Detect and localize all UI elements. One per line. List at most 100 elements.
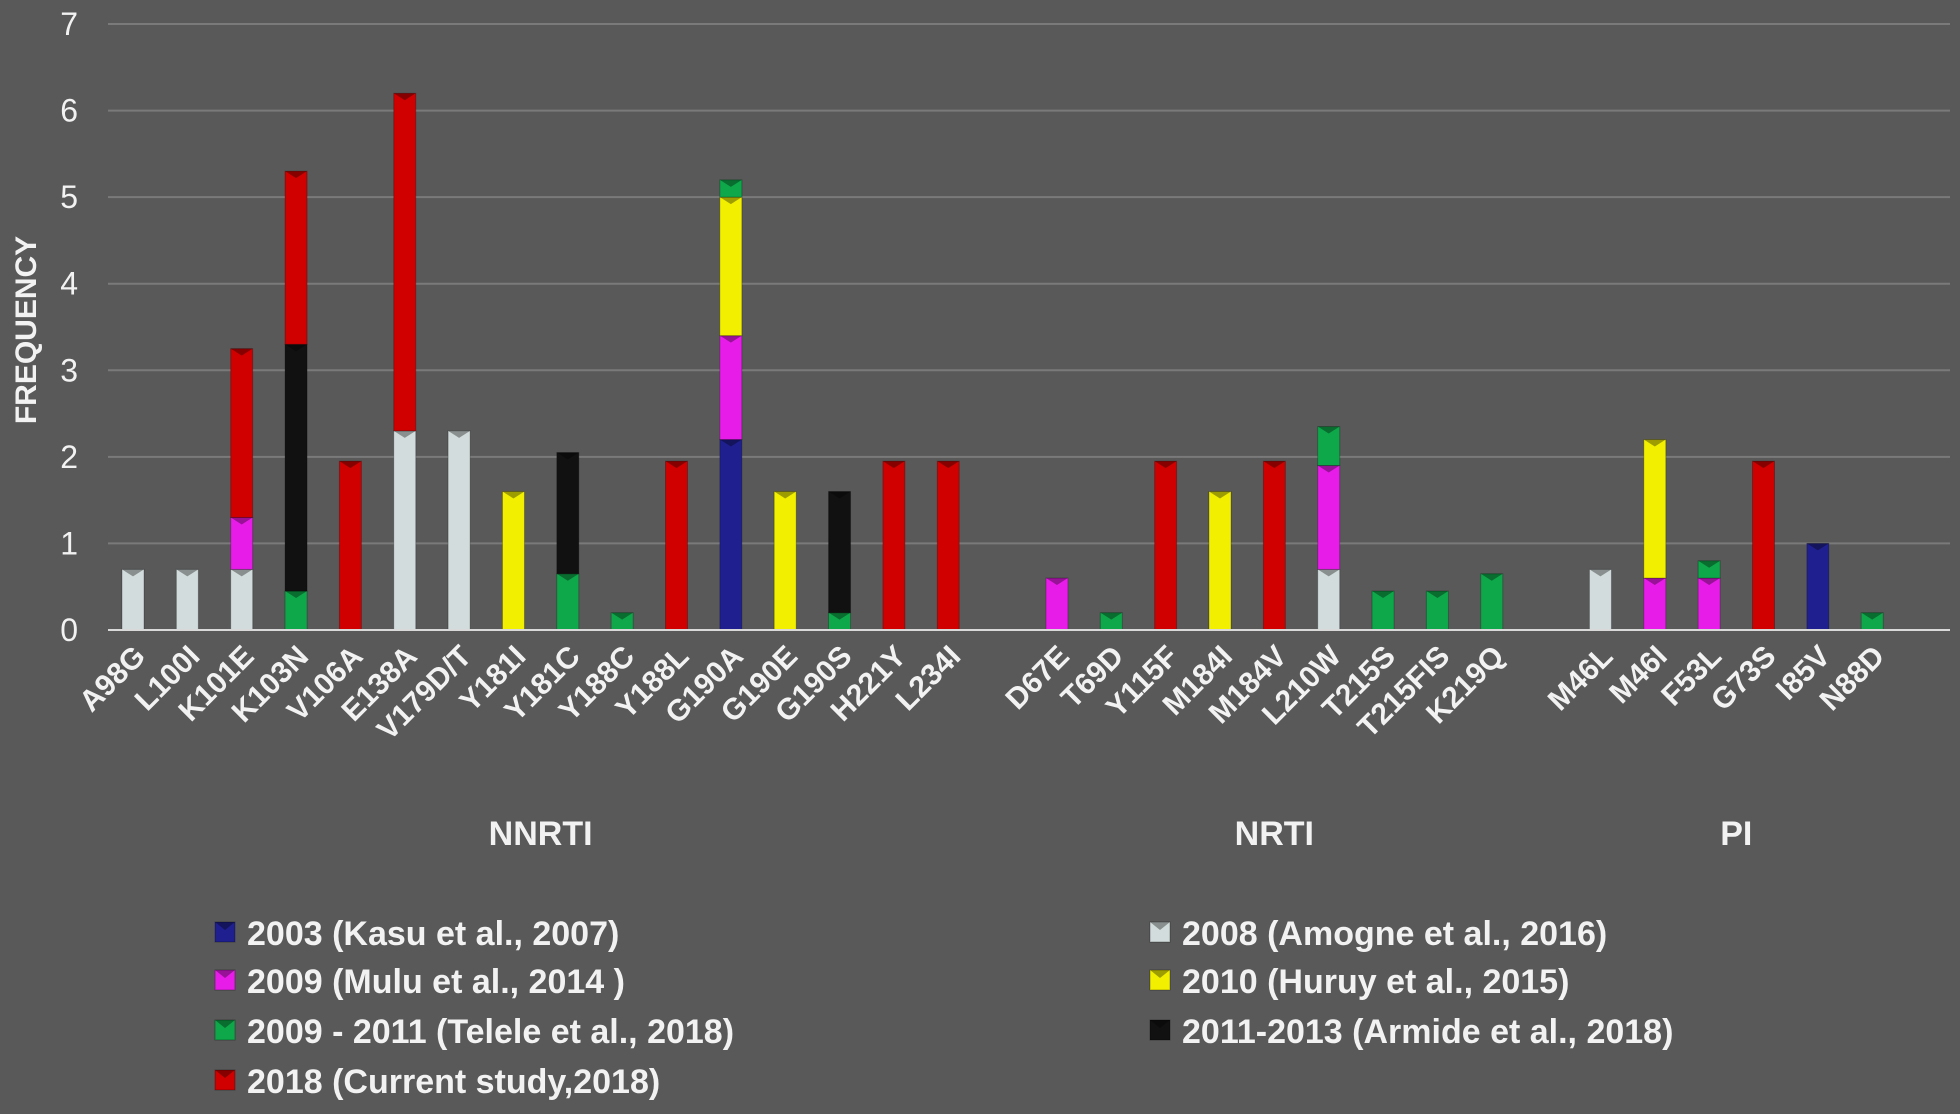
legend-swatch (214, 1069, 236, 1091)
bar-segment-cap (339, 461, 362, 469)
group-label: NRTI (1235, 815, 1314, 853)
y-tick-label: 6 (60, 93, 78, 129)
bar-segment (1752, 460, 1775, 631)
legend-swatch-cap (215, 970, 235, 978)
bar-segment-cap (176, 569, 199, 577)
bar-segment-cap (122, 569, 144, 577)
x-axis-group-labels: NNRTI NRTI PI (489, 815, 1753, 853)
bar-segment (447, 430, 471, 631)
legend-swatch (214, 1019, 236, 1041)
bar-segment-cap (828, 491, 851, 499)
group-label: PI (1720, 815, 1752, 853)
bar-segment-cap (719, 197, 742, 205)
bar-segment-cap (1317, 569, 1340, 577)
y-axis-ticks: 0 1 2 3 4 5 6 7 (60, 6, 78, 648)
legend-entry: 2018 (Current study,2018) (247, 1063, 660, 1101)
bar-segment-cap (1480, 573, 1503, 581)
bar-segment-cap (1372, 591, 1395, 599)
bar-segment (556, 452, 580, 575)
bar-segment-cap (1698, 560, 1721, 568)
legend-swatch (214, 969, 236, 991)
bar-segment (393, 430, 417, 631)
y-tick-label: 3 (60, 352, 78, 388)
bar-segment (719, 196, 743, 337)
bar-segment-cap (556, 573, 579, 581)
group-label: NNRTI (489, 815, 593, 853)
bar-segment (719, 439, 743, 631)
bar-segment-cap (719, 179, 742, 187)
bar-segment (1317, 426, 1341, 467)
bar-segment (175, 568, 199, 631)
bar-segment-cap (448, 430, 471, 438)
bar-segment (393, 92, 417, 432)
bar-segment-cap (1861, 612, 1884, 620)
bar-segment (773, 490, 797, 631)
legend-entry: 2008 (Amogne et al., 2016) (1182, 915, 1607, 953)
bar-segment-cap (1045, 578, 1068, 586)
bar-segment (284, 343, 308, 592)
bar-segment-cap (719, 439, 742, 447)
bar-segment (1317, 568, 1341, 631)
bar-segment (719, 335, 743, 441)
bar-segment (501, 490, 525, 631)
bar-segment-cap (1589, 569, 1612, 577)
bar-segment-cap (285, 344, 308, 352)
bar-segment (1643, 439, 1667, 579)
bar-segment-cap (1643, 439, 1666, 447)
y-axis-label: FREQUENCY (10, 236, 43, 424)
bar-segment (1154, 460, 1178, 631)
bar-segment-cap (882, 461, 905, 469)
bar-segment-cap (774, 491, 797, 499)
bar-segment-cap (285, 171, 308, 179)
bar-segment (230, 516, 254, 570)
bar-segment (1045, 577, 1069, 631)
bar-segment (936, 460, 960, 631)
bar-segment (1480, 573, 1504, 631)
bar-segment-cap (230, 569, 253, 577)
bar-segment (1806, 542, 1830, 631)
bar-segment-cap (1317, 465, 1340, 473)
bar-segment (828, 490, 852, 614)
legend-swatch-cap (1150, 970, 1170, 978)
legend-swatch (1149, 921, 1171, 943)
bar-segment-cap (611, 612, 634, 620)
bar-segment-cap (1263, 461, 1286, 469)
bar-segment-cap (393, 93, 416, 101)
legend-entry: 2003 (Kasu et al., 2007) (247, 915, 619, 953)
bar-segment (1697, 577, 1721, 631)
bar-segment-cap (230, 517, 253, 525)
bar-segment-cap (1698, 578, 1721, 586)
legend-swatch (1149, 1019, 1171, 1041)
y-tick-label: 1 (60, 525, 78, 561)
bar-segment-cap (1317, 426, 1340, 434)
bar-segment-cap (1426, 591, 1449, 599)
bar-segment-cap (1643, 578, 1666, 586)
bar-segment-cap (719, 335, 742, 343)
legend-entry: 2009 (Mulu et al., 2014 ) (247, 963, 625, 1001)
bar-segment-cap (828, 612, 851, 620)
legend-swatch-cap (215, 1020, 235, 1028)
bar-segment (882, 460, 906, 631)
bar-segment (1643, 577, 1667, 631)
bar-segment-cap (1752, 461, 1775, 469)
bars (121, 92, 1884, 631)
legend-entry: 2009 - 2011 (Telele et al., 2018) (247, 1013, 734, 1051)
bar-segment-cap (285, 591, 308, 599)
legend-swatch-cap (215, 1070, 235, 1078)
bar-segment (665, 460, 688, 631)
bar-segment (230, 568, 254, 631)
bar-segment (1317, 465, 1341, 570)
bar-segment (121, 568, 145, 631)
y-tick-label: 5 (60, 179, 78, 215)
bar-segment (230, 348, 254, 518)
legend-swatch-cap (215, 922, 235, 930)
bar-segment (1208, 490, 1232, 631)
bar-segment-cap (1154, 461, 1177, 469)
bar-segment-cap (1806, 543, 1829, 551)
bar-segment (1262, 460, 1286, 631)
bar-segment-cap (393, 430, 416, 438)
bar-segment (1697, 560, 1721, 579)
bar-segment (556, 573, 580, 631)
bar-segment-cap (1209, 491, 1231, 499)
bar-segment (338, 460, 362, 631)
